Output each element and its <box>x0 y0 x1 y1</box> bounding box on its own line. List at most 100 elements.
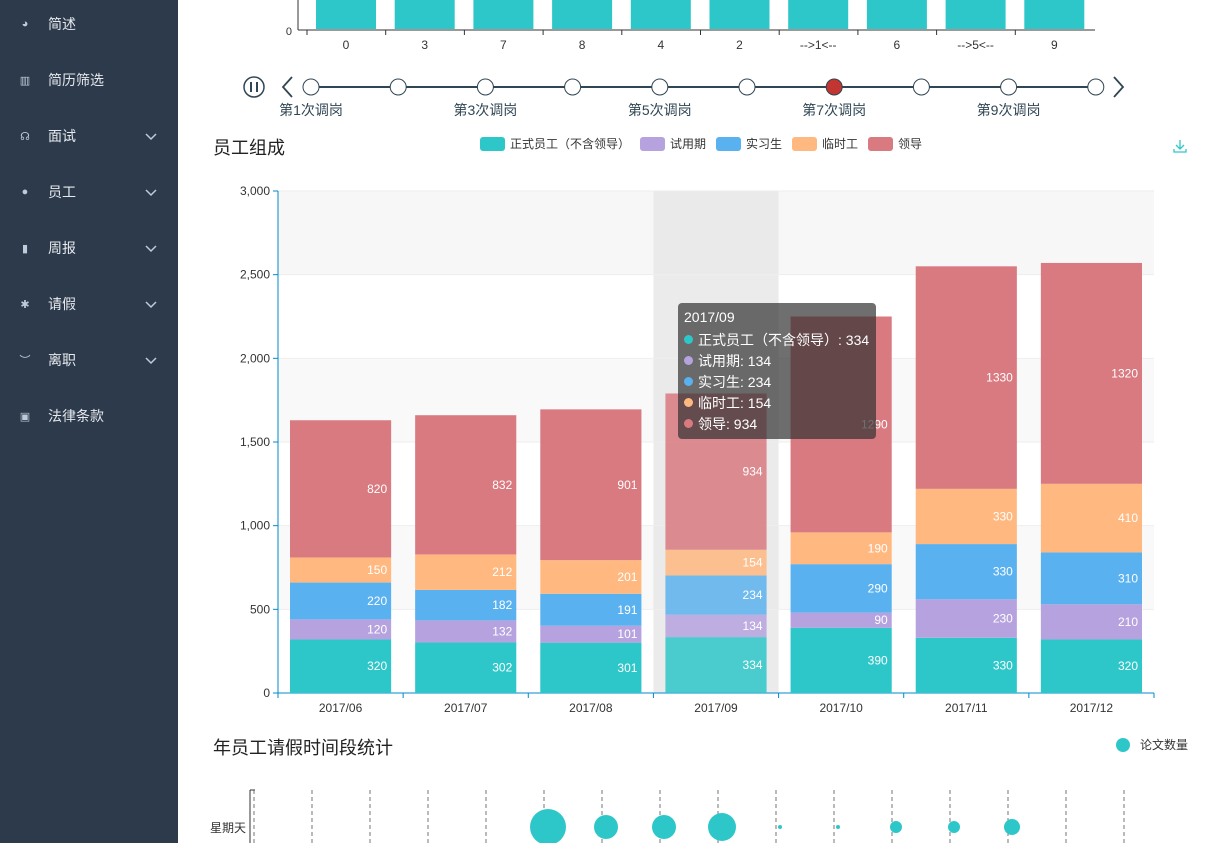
x-tick-label: 2017/10 <box>819 701 863 715</box>
sidebar-item-7[interactable]: ▣ 法律条款 <box>0 388 178 444</box>
bar-segment[interactable] <box>290 619 392 640</box>
bar-segment[interactable] <box>415 415 517 555</box>
legend-item[interactable]: 临时工 <box>792 135 858 152</box>
sidebar-item-5[interactable]: ✱ 请假 <box>0 276 178 332</box>
data-label: 330 <box>993 658 1013 672</box>
sidebar-item-label: 离职 <box>48 352 76 368</box>
next-arrow-icon[interactable] <box>1113 76 1125 98</box>
bar-segment[interactable] <box>915 599 1017 638</box>
bar-segment[interactable] <box>915 637 1017 693</box>
bar-segment[interactable] <box>415 642 517 693</box>
leave-legend: 论文数量 <box>1116 736 1188 753</box>
bubble[interactable] <box>778 825 782 829</box>
bar-segment[interactable] <box>540 593 642 626</box>
bar-segment[interactable] <box>290 420 392 558</box>
sidebar-item-4[interactable]: ▮ 周报 <box>0 220 178 276</box>
bar-segment[interactable] <box>665 614 767 638</box>
x-tick-label: 6 <box>894 38 901 52</box>
legend-label: 领导 <box>898 137 923 151</box>
download-icon[interactable] <box>1172 138 1188 154</box>
bar-segment[interactable] <box>415 620 517 643</box>
sidebar: ◕ 简述 ▥ 简历筛选 ☊ 面试 ● 员工 ▮ 周报 ✱ 请假 ︶ 离职 ▣ 法律条款 <box>0 0 178 843</box>
timeline-point[interactable] <box>302 78 320 96</box>
timeline-point[interactable] <box>476 78 494 96</box>
bar-segment[interactable] <box>790 532 892 565</box>
bar-segment[interactable] <box>415 589 517 621</box>
data-label: 410 <box>1118 511 1138 525</box>
bar-segment[interactable] <box>290 557 392 583</box>
bar-segment[interactable] <box>915 544 1017 600</box>
top-bar-chart: 0 0 3 7 8 4 2 -->1<-- 6 -->5<-- 9 <box>286 0 1095 52</box>
legend-label: 临时工 <box>822 137 859 151</box>
timeline-point[interactable] <box>389 78 407 96</box>
timeline-point[interactable] <box>1087 78 1105 96</box>
top-bar <box>1024 0 1085 29</box>
data-label: 290 <box>868 581 888 595</box>
bar-segment[interactable] <box>665 637 767 693</box>
bubble[interactable] <box>1004 819 1020 835</box>
legend-item[interactable]: 正式员工（不含领导） <box>480 135 630 152</box>
bar-segment[interactable] <box>665 549 767 576</box>
data-label: 154 <box>743 556 763 570</box>
bar-segment[interactable] <box>290 582 392 620</box>
y-tick-label: 2,000 <box>240 351 270 365</box>
bubble[interactable] <box>652 815 676 839</box>
bar-segment[interactable] <box>915 266 1017 489</box>
bubble[interactable] <box>530 809 566 843</box>
sidebar-item-0[interactable]: ◕ 简述 <box>0 0 178 52</box>
timeline-point[interactable] <box>912 78 930 96</box>
bubble[interactable] <box>708 813 736 841</box>
bar-segment[interactable] <box>665 575 767 615</box>
bar-segment[interactable] <box>290 639 392 693</box>
bar-segment[interactable] <box>1040 262 1142 484</box>
chevron-down-icon <box>145 128 157 144</box>
tooltip-title: 2017/09 <box>684 309 735 325</box>
bar-segment[interactable] <box>540 560 642 594</box>
prev-arrow-icon[interactable] <box>281 76 293 98</box>
tooltip-row: 正式员工（不含领导）: 334 <box>698 331 870 348</box>
x-tick-label: 2 <box>736 38 743 52</box>
data-label: 330 <box>993 509 1013 523</box>
sidebar-item-6[interactable]: ︶ 离职 <box>0 332 178 388</box>
sidebar-item-3[interactable]: ● 员工 <box>0 164 178 220</box>
bar-segment[interactable] <box>1040 483 1142 553</box>
sidebar-item-label: 请假 <box>48 296 76 312</box>
data-label: 191 <box>617 603 637 617</box>
bar-segment[interactable] <box>540 409 642 561</box>
bar-segment[interactable] <box>540 625 642 643</box>
timeline-point[interactable] <box>564 78 582 96</box>
data-label: 330 <box>993 565 1013 579</box>
bar-segment[interactable] <box>415 554 517 590</box>
legend-item[interactable]: 实习生 <box>716 135 782 152</box>
legend-item[interactable]: 试用期 <box>640 135 706 152</box>
top-bar <box>552 0 613 29</box>
data-label: 134 <box>743 619 763 633</box>
pause-button[interactable] <box>243 76 265 98</box>
bubble[interactable] <box>836 825 840 829</box>
bubble[interactable] <box>948 821 960 833</box>
bar-segment[interactable] <box>540 642 642 693</box>
bar-segment[interactable] <box>915 488 1017 545</box>
timeline-point[interactable] <box>651 78 669 96</box>
report-icon: ▮ <box>21 242 29 255</box>
timeline-point[interactable] <box>738 78 756 96</box>
data-label: 310 <box>1118 571 1138 585</box>
legend-item[interactable]: 领导 <box>868 135 922 152</box>
timeline-player[interactable]: 第1次调岗 第3次调岗 第5次调岗 第7次调岗 第9次调岗 <box>178 62 1226 122</box>
sidebar-item-1[interactable]: ▥ 简历筛选 <box>0 52 178 108</box>
sidebar-item-label: 员工 <box>48 184 76 200</box>
sidebar-item-2[interactable]: ☊ 面试 <box>0 108 178 164</box>
bubble[interactable] <box>890 821 902 833</box>
bar-segment[interactable] <box>1040 639 1142 693</box>
legend-dot <box>1116 737 1130 752</box>
bar-segment[interactable] <box>1040 552 1142 605</box>
bar-segment[interactable] <box>1040 604 1142 640</box>
x-tick-label: 4 <box>657 38 664 52</box>
bar-segment[interactable] <box>790 627 892 693</box>
bar-segment[interactable] <box>790 612 892 628</box>
sidebar-item-label: 简述 <box>48 16 76 32</box>
bubble[interactable] <box>594 815 618 839</box>
timeline-point[interactable] <box>825 78 843 96</box>
timeline-point[interactable] <box>1000 78 1018 96</box>
bar-segment[interactable] <box>790 564 892 613</box>
